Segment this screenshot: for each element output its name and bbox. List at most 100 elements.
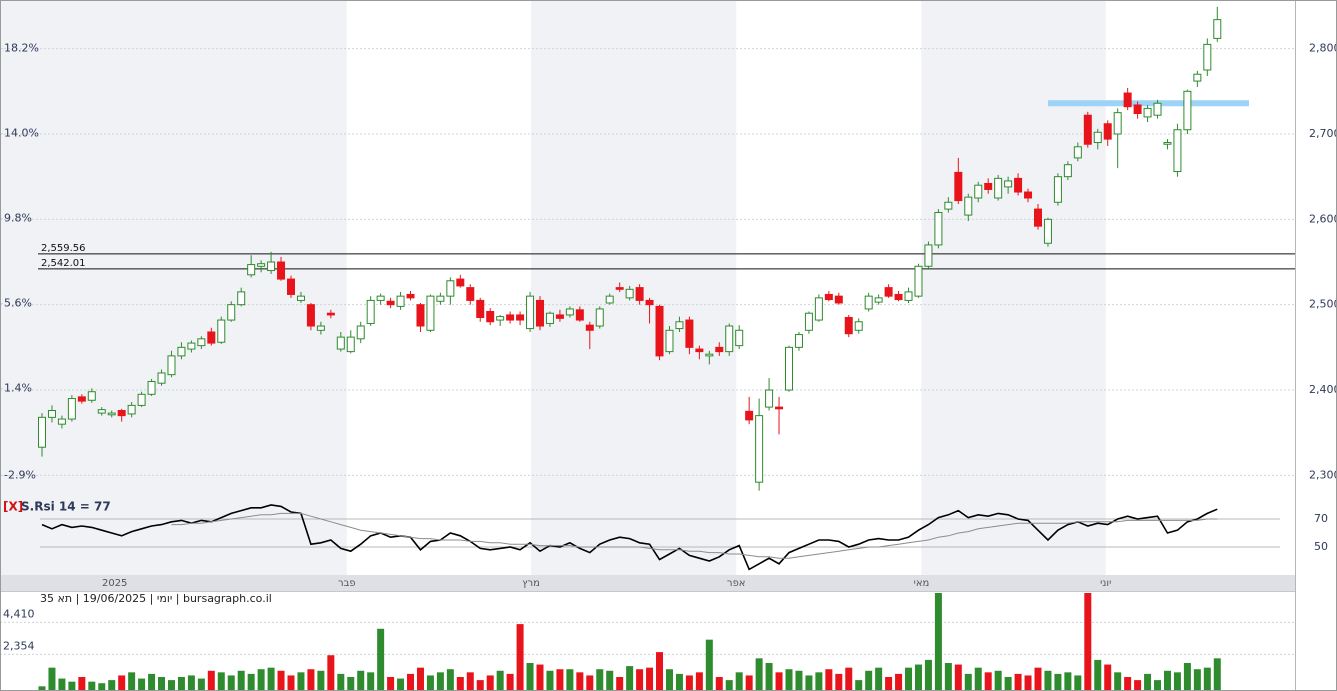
volume-bar <box>914 664 922 691</box>
marks-layer <box>38 6 1295 691</box>
volume-bar <box>1144 673 1152 691</box>
candle-body <box>167 355 176 376</box>
candle-body <box>57 418 66 425</box>
candle-body <box>67 398 76 420</box>
candle-body <box>1034 208 1042 227</box>
volume-bar <box>397 678 405 691</box>
candle-body <box>306 304 315 327</box>
volume-bar <box>486 675 494 691</box>
y-tick-label: 2,354 <box>3 639 35 652</box>
x-tick-label: מאי <box>914 578 930 589</box>
volume-bar <box>307 669 315 691</box>
volume-bar <box>466 672 474 691</box>
candle-body <box>994 177 1003 199</box>
candle-body <box>914 265 923 297</box>
volume-bar <box>1173 672 1181 691</box>
volume-bar <box>785 669 793 691</box>
volume-bar <box>257 669 265 691</box>
volume-bar <box>516 624 524 691</box>
volume-bar <box>118 675 126 691</box>
indicator-line <box>171 512 1218 559</box>
volume-bar <box>337 673 345 691</box>
volume-bar <box>795 670 803 691</box>
candle-body <box>386 300 395 306</box>
volume-bar <box>705 639 713 691</box>
candle-body <box>944 201 953 210</box>
volume-bar <box>436 672 444 691</box>
candle-body <box>1213 19 1222 39</box>
y-tick-label: 2,400 <box>1309 383 1337 396</box>
candle-body <box>426 295 435 331</box>
candle-body <box>844 316 853 335</box>
volume-bar <box>974 667 982 691</box>
candle-body <box>1103 123 1112 140</box>
candle-body <box>1043 218 1052 244</box>
candle-body <box>87 391 96 401</box>
volume-bar <box>108 680 116 691</box>
candle-body <box>575 309 584 321</box>
volume-bar <box>715 677 723 691</box>
candle-body <box>685 319 694 348</box>
grid-layer <box>0 48 1295 655</box>
candle-body <box>605 295 614 304</box>
candle-body <box>456 278 465 287</box>
volume-bar <box>377 628 385 691</box>
candle-body <box>1083 114 1092 145</box>
candle-body <box>884 287 893 297</box>
volume-bar <box>656 652 664 691</box>
candle-body <box>197 338 206 347</box>
candle-body <box>77 396 86 402</box>
candle-body <box>824 293 833 301</box>
candle-body <box>267 261 276 272</box>
volume-bar <box>596 669 604 691</box>
volume-bar <box>367 672 375 691</box>
volume-bar <box>158 677 166 691</box>
volume-bar <box>187 675 195 691</box>
candle-body <box>147 380 156 395</box>
candle-body <box>277 261 286 280</box>
volume-bar <box>865 670 873 691</box>
volume-bar <box>1034 667 1042 691</box>
candle-body <box>735 329 744 347</box>
volume-bar <box>536 664 544 691</box>
volume-bar <box>805 675 813 691</box>
candle-body <box>536 299 544 327</box>
x-tick-label: אפר <box>727 578 746 589</box>
volume-bar <box>1014 673 1022 691</box>
volume-bar <box>217 672 225 691</box>
volume-bar <box>606 670 614 691</box>
volume-bar <box>566 669 574 691</box>
volume-bar <box>128 672 136 691</box>
candle-body <box>545 312 554 324</box>
candle-body <box>127 404 136 415</box>
candle-body <box>934 212 943 246</box>
volume-bar <box>964 673 972 691</box>
candle-body <box>97 409 106 414</box>
indicator-line <box>41 504 1218 571</box>
volume-bar <box>98 683 106 691</box>
volume-bar <box>1163 670 1171 691</box>
candle-body <box>645 299 654 306</box>
candle-body <box>526 295 535 330</box>
volume-bar <box>267 667 275 691</box>
candle-body <box>406 293 415 299</box>
candle-body <box>516 314 525 321</box>
volume-bar <box>1124 677 1132 691</box>
x-tick-label: מרץ <box>522 578 540 589</box>
y2-tick-label: 14.0% <box>4 127 39 140</box>
volume-bar <box>416 667 424 691</box>
volume-bar <box>735 672 743 691</box>
candle-body <box>1053 176 1062 203</box>
candle-body <box>1153 102 1162 116</box>
candle-body <box>326 312 335 316</box>
candle-body <box>864 295 873 310</box>
candle-body <box>585 324 594 331</box>
volume-bar <box>1064 672 1072 691</box>
labels-layer: 2025 פבר מרץ אפר מאי יוני 2,300 2,400 2,500 2,600… <box>3 42 1337 653</box>
volume-bar <box>646 667 654 691</box>
volume-bar <box>895 673 903 691</box>
volume-bar <box>297 672 305 691</box>
volume-bar <box>954 664 962 691</box>
volume-bar <box>885 677 893 691</box>
candle-body <box>675 321 684 330</box>
